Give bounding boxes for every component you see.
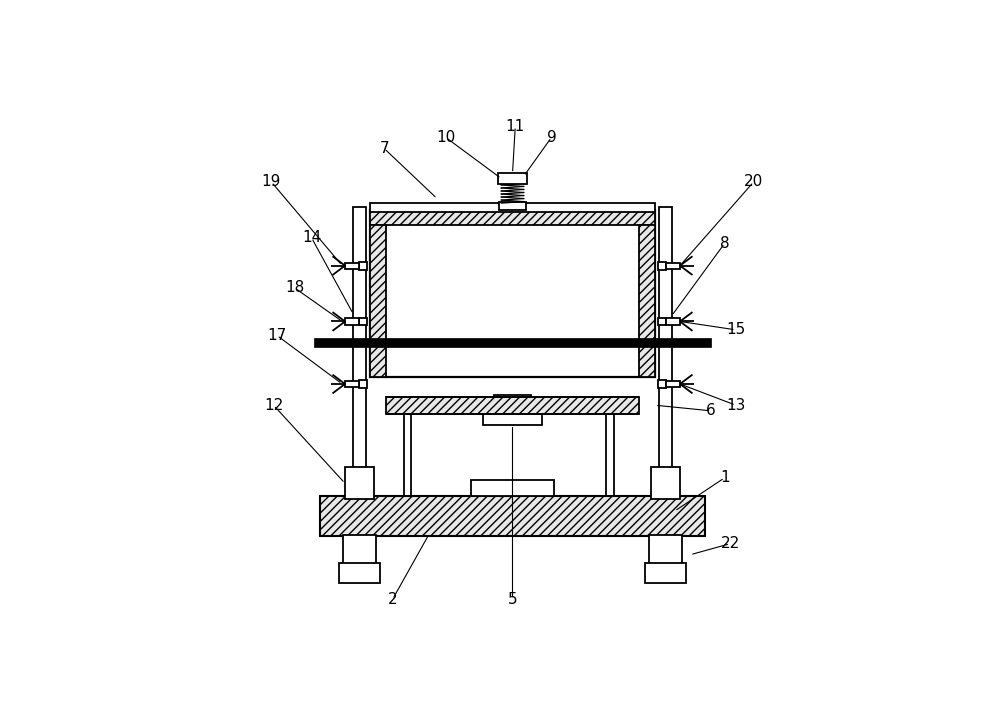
- Bar: [343, 535, 376, 564]
- Text: 1: 1: [720, 471, 729, 485]
- Text: 18: 18: [285, 281, 304, 296]
- Text: 13: 13: [726, 398, 745, 413]
- Bar: [498, 173, 527, 184]
- Bar: [658, 380, 666, 388]
- Bar: [370, 210, 655, 377]
- Bar: [606, 413, 614, 496]
- Text: 15: 15: [726, 323, 745, 337]
- Bar: [353, 207, 366, 497]
- Text: 8: 8: [720, 236, 729, 251]
- Bar: [499, 202, 526, 210]
- Bar: [483, 411, 542, 425]
- Text: 11: 11: [506, 119, 525, 133]
- Text: 14: 14: [302, 231, 321, 245]
- Text: 19: 19: [262, 175, 281, 189]
- Text: 20: 20: [744, 175, 763, 189]
- Bar: [658, 318, 666, 326]
- Bar: [345, 318, 359, 325]
- Bar: [494, 395, 531, 412]
- Bar: [471, 480, 554, 496]
- Text: 12: 12: [264, 398, 283, 413]
- Bar: [359, 380, 367, 388]
- Text: 2: 2: [388, 592, 397, 607]
- Bar: [339, 563, 380, 583]
- Bar: [658, 262, 666, 270]
- Bar: [370, 203, 655, 212]
- Text: 9: 9: [547, 130, 556, 145]
- Bar: [359, 262, 367, 270]
- Bar: [666, 318, 680, 325]
- Bar: [659, 207, 672, 497]
- Bar: [639, 225, 655, 377]
- Text: 22: 22: [721, 536, 740, 551]
- Bar: [386, 397, 639, 413]
- Text: 6: 6: [706, 403, 716, 418]
- Bar: [645, 563, 686, 583]
- Bar: [404, 413, 411, 496]
- Text: 7: 7: [379, 141, 389, 156]
- Bar: [345, 262, 359, 269]
- Bar: [666, 262, 680, 269]
- Bar: [370, 210, 655, 225]
- Bar: [359, 318, 367, 326]
- Bar: [649, 535, 682, 564]
- Bar: [666, 381, 680, 387]
- Text: 10: 10: [436, 130, 455, 145]
- Bar: [345, 467, 374, 499]
- Bar: [314, 338, 711, 347]
- Text: 17: 17: [267, 328, 287, 343]
- Bar: [345, 381, 359, 387]
- Bar: [651, 467, 680, 499]
- Text: 5: 5: [508, 592, 517, 607]
- Bar: [320, 496, 705, 536]
- Bar: [370, 225, 386, 377]
